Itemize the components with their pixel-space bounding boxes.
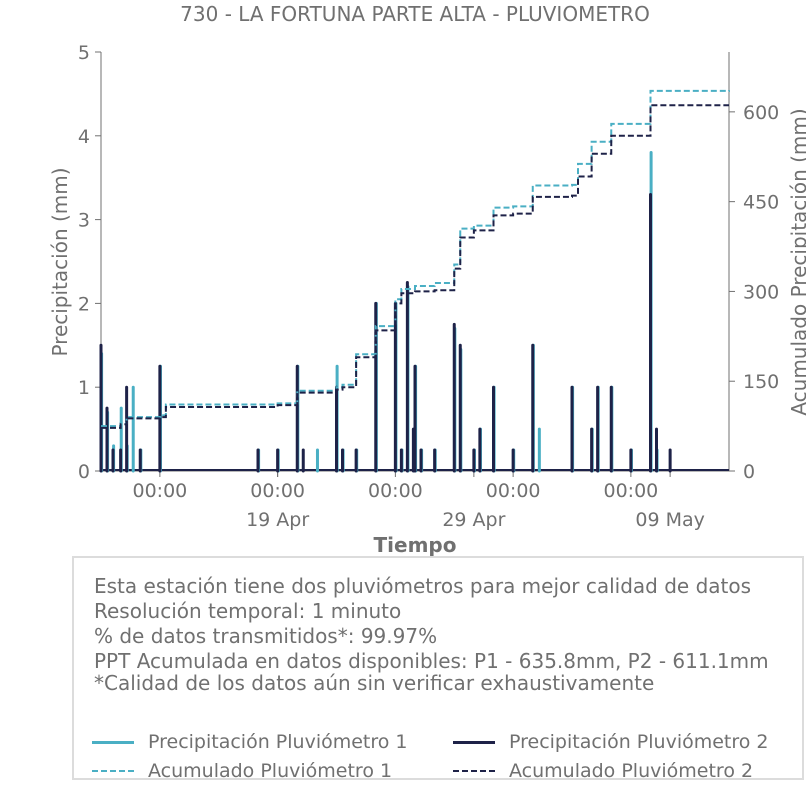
x-tick-label: 00:00 (486, 480, 541, 502)
info-line: *Calidad de los datos aún sin verificar … (94, 671, 655, 695)
x-tick-date-label: 09 May (635, 509, 705, 531)
info-box: Esta estación tiene dos pluviómetros par… (72, 556, 804, 783)
y-tick-label-left: 2 (78, 293, 90, 315)
y-axis-label-left: Precipitación (mm) (48, 167, 72, 356)
chart-title: 730 - LA FORTUNA PARTE ALTA - PLUVIOMETR… (180, 2, 650, 26)
x-tick-date-label: 29 Apr (442, 509, 505, 531)
legend-item: Precipitación Pluviómetro 1 (92, 730, 432, 754)
legend-swatch (453, 770, 495, 772)
y-tick-label-right: 0 (743, 461, 755, 483)
y-tick-label-right: 600 (743, 102, 779, 124)
legend-swatch (92, 741, 134, 744)
legend-swatch (92, 770, 134, 772)
x-tick-label: 00:00 (368, 480, 423, 502)
legend-swatch (453, 741, 495, 744)
info-line: % de datos transmitidos*: 99.97% (94, 624, 438, 648)
y-tick-label-right: 300 (743, 281, 779, 303)
y-tick-label-left: 0 (78, 461, 90, 483)
cumulative-line (101, 104, 729, 429)
legend-label: Acumulado Pluviómetro 2 (509, 760, 754, 782)
info-line: PPT Acumulada en datos disponibles: P1 -… (94, 649, 769, 673)
x-axis-label: Tiempo (374, 533, 457, 556)
x-tick-date-label: 19 Apr (246, 509, 309, 531)
legend-label: Precipitación Pluviómetro 1 (148, 731, 408, 753)
legend-label: Acumulado Pluviómetro 1 (148, 760, 393, 782)
y-tick-label-left: 3 (78, 210, 90, 232)
y-tick-label-left: 4 (78, 126, 90, 148)
info-line: Esta estación tiene dos pluviómetros par… (94, 574, 752, 598)
y-tick-label-left: 1 (78, 377, 90, 399)
x-tick-label: 00:00 (603, 480, 658, 502)
legend-label: Precipitación Pluviómetro 2 (509, 731, 769, 753)
y-tick-label-right: 150 (743, 371, 779, 393)
chart: 730 - LA FORTUNA PARTE ALTA - PLUVIOMETR… (48, 2, 806, 556)
legend-item: Precipitación Pluviómetro 2 (453, 730, 793, 754)
y-axis-label-right: Acumulado Precipitación (mm) (787, 108, 806, 415)
y-tick-label-right: 450 (743, 192, 779, 214)
cumulative-line (101, 89, 730, 428)
info-line: Resolución temporal: 1 minuto (94, 599, 402, 623)
legend-item: Acumulado Pluviómetro 1 (92, 759, 432, 783)
x-tick-label: 00:00 (250, 480, 305, 502)
y-tick-label-left: 5 (78, 42, 90, 64)
x-tick-label: 00:00 (132, 480, 187, 502)
legend-item: Acumulado Pluviómetro 2 (453, 759, 793, 783)
